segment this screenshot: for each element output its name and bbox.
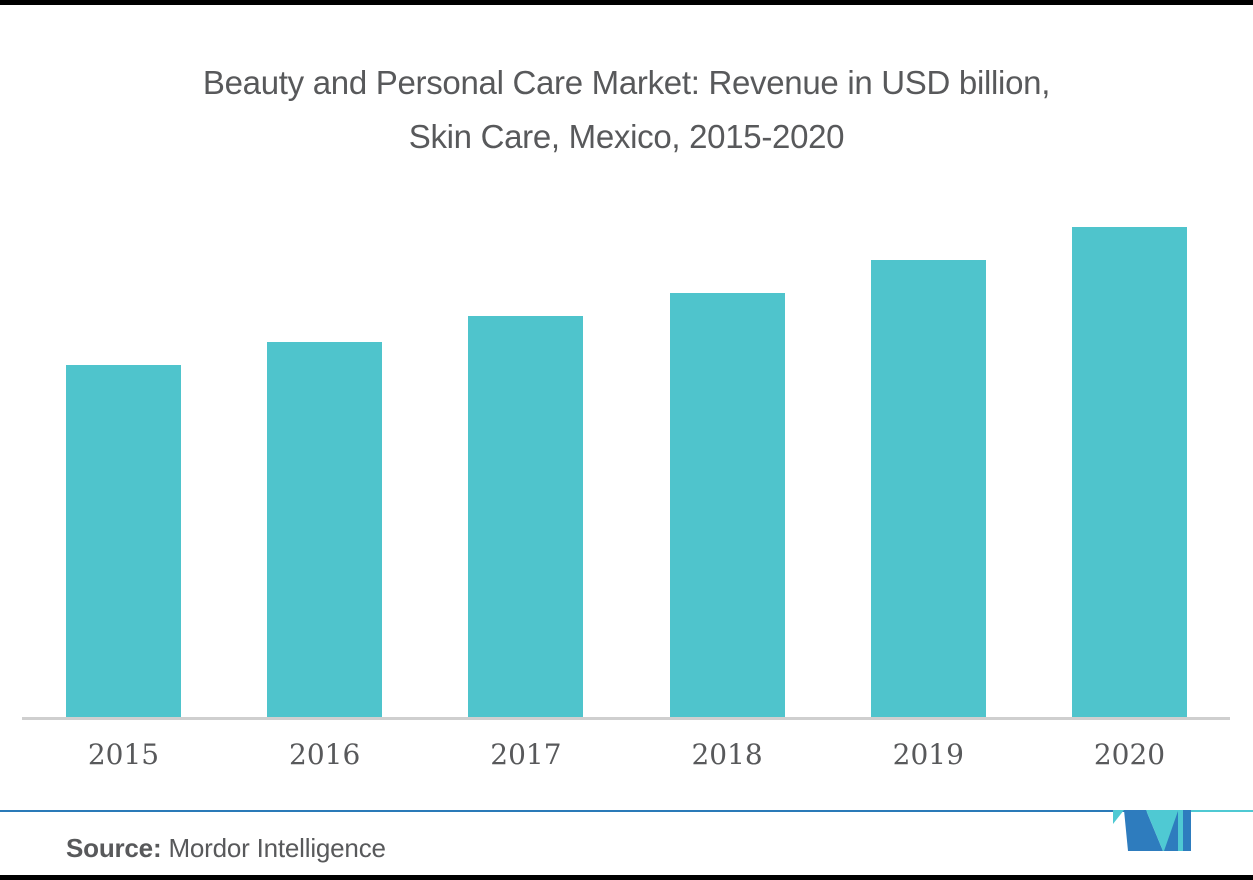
x-label-2017: 2017 <box>490 738 562 771</box>
x-label-2019: 2019 <box>892 738 964 771</box>
footer-divider-teal <box>1185 810 1253 812</box>
top-border <box>0 0 1253 5</box>
mordor-intelligence-logo <box>1113 810 1191 851</box>
logo-blue-middle-stroke <box>1164 811 1178 851</box>
logo-blue-left-stroke <box>1124 810 1163 851</box>
bar-2018 <box>669 293 785 718</box>
source-attribution: Source: Mordor Intelligence <box>66 833 386 864</box>
x-axis-line <box>22 717 1230 720</box>
source-name: Mordor Intelligence <box>168 833 386 863</box>
bar-2015 <box>66 365 181 718</box>
footer-divider-blue <box>0 810 1253 812</box>
bar-2017 <box>468 316 584 718</box>
bar-2019 <box>870 260 986 718</box>
x-label-2015: 2015 <box>87 738 160 771</box>
bottom-border <box>0 875 1253 880</box>
source-label: Source: <box>66 833 162 863</box>
bar-2020 <box>1072 227 1187 718</box>
bar-2016 <box>267 342 383 718</box>
x-label-2018: 2018 <box>691 738 763 771</box>
logo-blue-right-bar <box>1183 810 1191 851</box>
logo-teal-left-triangle <box>1113 810 1124 824</box>
chart-title: Beauty and Personal Care Market: Revenue… <box>0 56 1253 164</box>
chart-title-line2: Skin Care, Mexico, 2015-2020 <box>408 118 845 155</box>
chart-title-line1: Beauty and Personal Care Market: Revenue… <box>202 64 1051 101</box>
x-axis-labels: 2015 2016 2017 2018 2019 2020 <box>0 738 1253 774</box>
x-label-2016: 2016 <box>289 738 361 771</box>
bar-chart <box>66 227 1187 718</box>
x-label-2020: 2020 <box>1093 738 1166 771</box>
